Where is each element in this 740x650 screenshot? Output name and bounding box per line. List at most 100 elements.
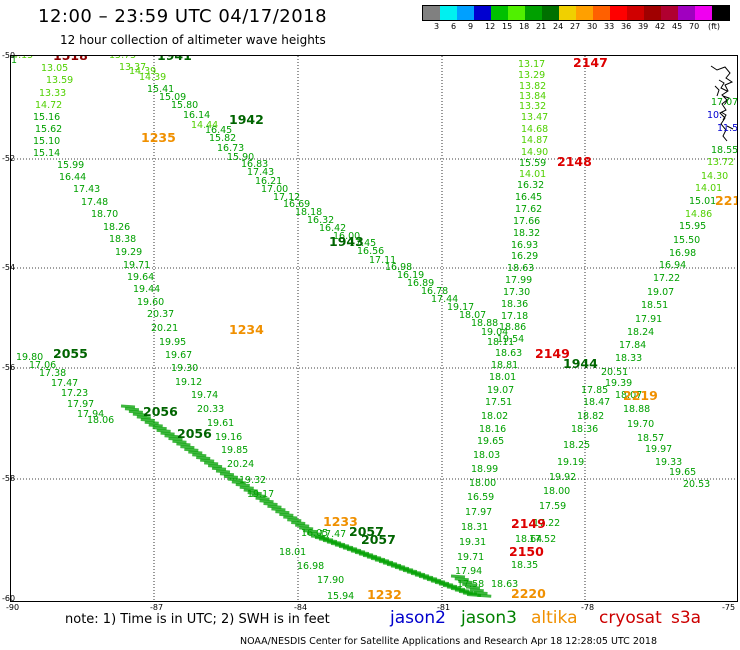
swh-value-label: 18.07 xyxy=(459,310,487,321)
legend-cryosat: cryosat xyxy=(599,608,662,628)
pass-time-label: 2149 xyxy=(511,516,546,531)
swh-value-label: 15.75 xyxy=(109,55,137,61)
scale-swatch xyxy=(644,6,661,20)
swh-value-label: 19.97 xyxy=(645,444,673,455)
pass-time-label: 1232 xyxy=(367,587,402,602)
swh-value-label: 17.66 xyxy=(513,216,541,227)
track-glyph-cluster xyxy=(454,577,469,582)
swh-value-label: 13.37 xyxy=(119,62,147,73)
pass-time-label: 2220 xyxy=(511,586,546,601)
pass-time-label: 2147 xyxy=(573,55,608,70)
track-glyph-cluster xyxy=(227,477,242,482)
scale-swatch xyxy=(542,6,559,20)
track-glyph-cluster xyxy=(168,437,183,441)
swh-value-label: 17.38 xyxy=(39,368,67,379)
scale-swatch xyxy=(695,6,712,20)
swh-value-label: 15.01 xyxy=(689,196,717,207)
track-glyph-cluster xyxy=(263,502,278,506)
legend-s3a: s3a xyxy=(671,608,702,628)
track-glyph-cluster xyxy=(473,591,488,595)
track-glyph-cluster xyxy=(462,582,477,587)
swh-value-label: 17.91 xyxy=(635,314,663,325)
swh-value-label: 13.05 xyxy=(41,63,69,74)
coastline-south-america xyxy=(710,65,734,142)
swh-value-label: 18.88 xyxy=(471,318,499,329)
swh-value-label: 18.06 xyxy=(87,415,115,426)
track-glyph-cluster xyxy=(196,455,211,460)
swh-value-label: 15.90 xyxy=(227,152,255,163)
swh-value-label: 18.01 xyxy=(489,372,517,383)
swh-value-label: 17.18 xyxy=(501,311,529,322)
pass-time-label: 2150 xyxy=(509,544,544,559)
swh-value-label: 16.98 xyxy=(669,248,697,259)
swh-value-label: 1 xyxy=(11,55,18,66)
swh-value-label: 18.25 xyxy=(563,440,591,451)
swh-value-label: 13.32 xyxy=(519,101,547,112)
swh-value-label: 16.94 xyxy=(659,260,687,271)
swh-value-label: 14.44 xyxy=(191,120,219,131)
swh-value-label: 19.07 xyxy=(487,385,515,396)
swh-value-label: 19.32 xyxy=(239,475,267,486)
track-glyph-cluster xyxy=(132,412,147,417)
scale-swatch xyxy=(712,6,729,20)
legend-jason2: jason2 xyxy=(390,608,446,628)
scale-label: 27 xyxy=(570,22,581,31)
swh-value-label: 14.72 xyxy=(35,100,63,111)
swh-value-label: 17.58 xyxy=(457,579,485,590)
scale-swatch xyxy=(661,6,678,20)
pass-time-label: 2148 xyxy=(557,154,592,169)
swh-value-label: 15.09 xyxy=(159,92,187,103)
pass-time-label: 2149 xyxy=(535,346,570,361)
track-glyph-cluster xyxy=(160,431,175,436)
map-grid xyxy=(11,56,737,601)
swh-value-label: 14.01 xyxy=(519,169,547,180)
swh-value-label: 18.32 xyxy=(513,228,541,239)
swh-value-label: 18.63 xyxy=(491,579,519,590)
scale-swatch xyxy=(678,6,695,20)
scale-label: 42 xyxy=(655,22,666,31)
lon-tick-label: -78 xyxy=(581,603,595,612)
swh-value-label: 15.94 xyxy=(327,591,355,602)
swh-value-label: 19.16 xyxy=(215,432,243,443)
track-glyph-cluster xyxy=(299,526,314,531)
scale-swatch xyxy=(610,6,627,20)
scale-label: 6 xyxy=(451,22,457,31)
map-subtitle: 12 hour collection of altimeter wave hei… xyxy=(60,33,326,47)
track-glyph-cluster xyxy=(136,415,151,420)
swh-value-label: 17.07 xyxy=(711,97,738,108)
swh-value-label: 16.29 xyxy=(511,251,539,262)
scale-label: 36 xyxy=(621,22,632,31)
lat-tick-label: -54 xyxy=(2,263,16,272)
swh-value-label: 13.82 xyxy=(519,81,547,92)
lat-tick-label: -58 xyxy=(2,474,16,483)
swh-value-label: 16.98 xyxy=(385,262,413,273)
track-glyph-cluster xyxy=(231,480,246,485)
swh-value-label: 19.17 xyxy=(447,302,475,313)
swh-value-label: 19.64 xyxy=(127,272,155,283)
swh-value-label: 19.39 xyxy=(605,378,633,389)
swh-value-label: 19.60 xyxy=(137,297,165,308)
scale-label: 21 xyxy=(536,22,547,31)
swh-value-label: 19.65 xyxy=(477,436,505,447)
swh-value-label: 19.61 xyxy=(207,418,235,429)
swh-value-label: 16.32 xyxy=(517,180,545,191)
swh-value-label: 18.99 xyxy=(471,464,499,475)
swh-value-label: 14.01 xyxy=(695,183,723,194)
swh-value-label: 18.88 xyxy=(623,404,651,415)
track-glyph-cluster xyxy=(200,458,215,463)
scale-label: 9 xyxy=(468,22,474,31)
swh-value-label: 15.10 xyxy=(33,136,61,147)
scale-label: 39 xyxy=(638,22,649,31)
swh-value-label: 19.74 xyxy=(191,390,219,401)
track-glyph-cluster xyxy=(128,409,144,414)
pass-time-label: 1518 xyxy=(53,55,88,63)
swh-value-label: 17.97 xyxy=(465,507,493,518)
scale-label: 18 xyxy=(519,22,530,31)
swh-value-label: 19.65 xyxy=(669,467,697,478)
swh-value-label: 16.21 xyxy=(255,176,283,187)
swh-value-label: 19.54 xyxy=(497,334,525,345)
swh-value-label: 16.14 xyxy=(183,110,211,121)
swh-value-label: 16.00 xyxy=(333,231,361,242)
track-glyph-cluster xyxy=(215,469,231,474)
lon-tick-label: -84 xyxy=(294,603,308,612)
